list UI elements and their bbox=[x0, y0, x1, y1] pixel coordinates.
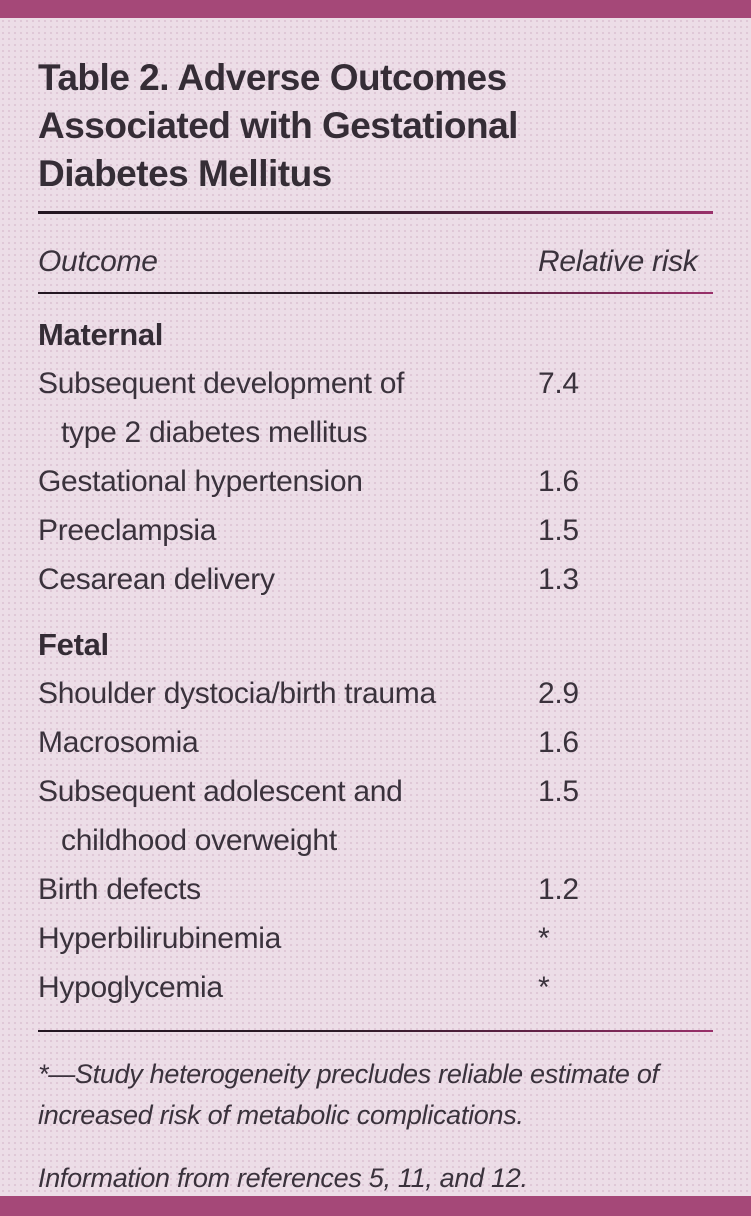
outcome-cell: Gestational hypertension bbox=[38, 465, 363, 498]
table-row: Subsequent development of type 2 diabete… bbox=[38, 359, 713, 457]
top-accent-bar bbox=[0, 0, 751, 18]
table-row: Shoulder dystocia/birth trauma 2.9 bbox=[38, 669, 713, 718]
outcome-cell: Subsequent development of type 2 diabete… bbox=[38, 367, 405, 449]
table-row: Macrosomia 1.6 bbox=[38, 718, 713, 767]
table-title: Table 2. Adverse Outcomes Associated wit… bbox=[38, 57, 518, 194]
relative-risk-cell: 1.3 bbox=[538, 563, 579, 596]
relative-risk-column-header: Relative risk bbox=[538, 245, 698, 278]
table-row: Hyperbilirubinemia * bbox=[38, 914, 713, 963]
column-header-row: Outcome Relative risk bbox=[38, 246, 713, 278]
relative-risk-cell: * bbox=[538, 922, 550, 955]
outcome-cell: Cesarean delivery bbox=[38, 563, 275, 596]
section-heading-maternal: Maternal bbox=[38, 317, 164, 352]
title-divider bbox=[38, 211, 713, 214]
outcome-cell: Preeclampsia bbox=[38, 514, 217, 547]
relative-risk-cell: 1.5 bbox=[538, 775, 579, 808]
relative-risk-cell: 1.6 bbox=[538, 726, 579, 759]
table-row: Gestational hypertension 1.6 bbox=[38, 457, 713, 506]
relative-risk-cell: 1.6 bbox=[538, 465, 579, 498]
relative-risk-cell: * bbox=[538, 971, 550, 1004]
table-row: Subsequent adolescent and childhood over… bbox=[38, 767, 713, 865]
outcome-cell: Birth defects bbox=[38, 873, 201, 906]
table-row: Birth defects 1.2 bbox=[38, 865, 713, 914]
outcome-cell: Shoulder dystocia/birth trauma bbox=[38, 677, 436, 710]
outcome-cell: Hypoglycemia bbox=[38, 971, 223, 1004]
relative-risk-cell: 2.9 bbox=[538, 677, 579, 710]
section-heading-fetal: Fetal bbox=[38, 627, 109, 662]
outcome-column-header: Outcome bbox=[38, 245, 158, 278]
relative-risk-cell: 7.4 bbox=[538, 367, 579, 400]
asterisk-footnote: *—Study heterogeneity precludes reliable… bbox=[38, 1059, 659, 1130]
table-row: Hypoglycemia * bbox=[38, 963, 713, 1012]
table-row: Preeclampsia 1.5 bbox=[38, 506, 713, 555]
source-footnote: Information from references 5, 11, and 1… bbox=[38, 1163, 528, 1193]
relative-risk-cell: 1.2 bbox=[538, 873, 579, 906]
bottom-accent-bar bbox=[0, 1196, 751, 1216]
footnote-divider bbox=[38, 1030, 713, 1032]
outcome-cell: Hyperbilirubinemia bbox=[38, 922, 282, 955]
header-divider bbox=[38, 292, 713, 294]
relative-risk-cell: 1.5 bbox=[538, 514, 579, 547]
table-body: Maternal Subsequent development of type … bbox=[38, 310, 713, 1012]
table-row: Cesarean delivery 1.3 bbox=[38, 555, 713, 604]
outcome-cell: Macrosomia bbox=[38, 726, 199, 759]
table-content: Table 2. Adverse Outcomes Associated wit… bbox=[0, 18, 751, 1196]
outcome-cell: Subsequent adolescent and childhood over… bbox=[38, 775, 403, 857]
